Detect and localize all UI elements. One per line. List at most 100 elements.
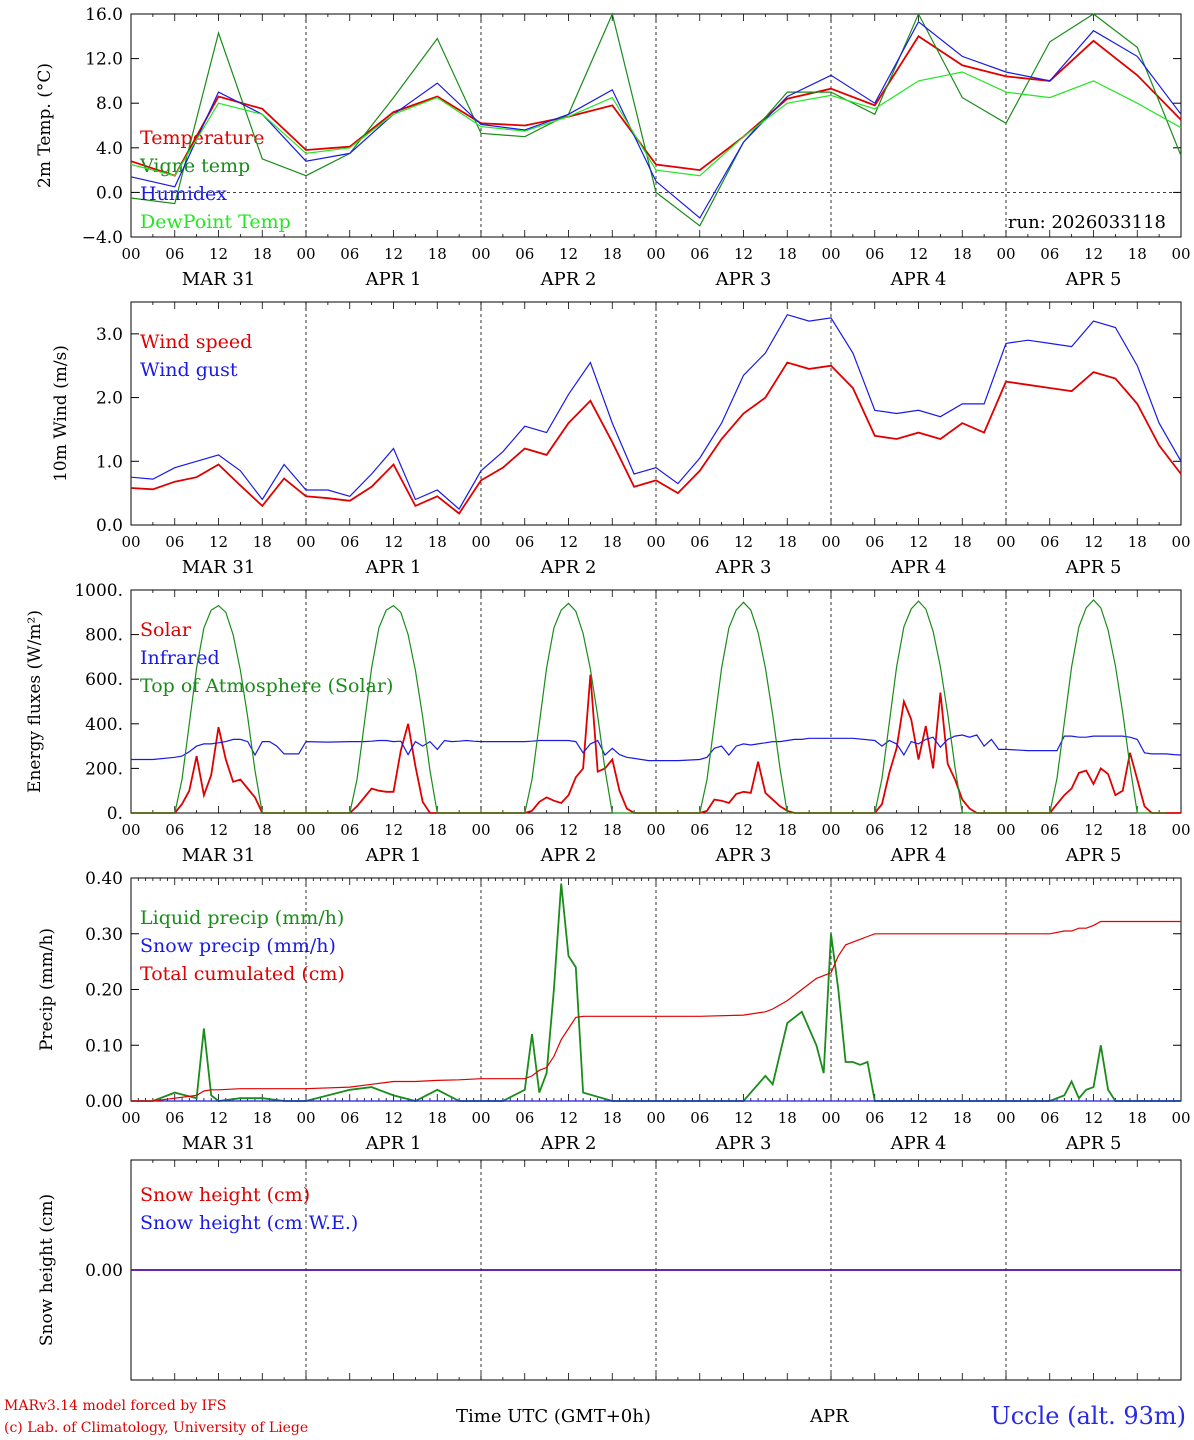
energy-hour-label: 18	[953, 821, 972, 839]
temp-hour-label: 00	[646, 245, 665, 263]
energy-y-tick-label: 1000.	[74, 581, 123, 601]
temp-hour-label: 12	[559, 245, 578, 263]
temp-hour-label: 06	[1040, 245, 1059, 263]
temp-y-tick-label: −4.0	[82, 228, 123, 248]
precip-hour-label: 00	[1171, 1109, 1190, 1127]
temp-hour-label: 00	[996, 245, 1015, 263]
temp-legend-dewpoint-temp: DewPoint Temp	[140, 211, 291, 233]
precip-y-tick-label: 0.20	[85, 981, 123, 1001]
precip-hour-label: 00	[646, 1109, 665, 1127]
energy-day-label: MAR 31	[182, 845, 256, 866]
precip-legend-snow-precip-mm-h: Snow precip (mm/h)	[140, 935, 336, 957]
wind-hour-label: 06	[865, 533, 884, 551]
precip-hour-label: 00	[821, 1109, 840, 1127]
energy-hour-label: 12	[909, 821, 928, 839]
precip-day-label: APR 5	[1065, 1133, 1122, 1154]
precip-hour-label: 18	[603, 1109, 622, 1127]
temp-hour-label: 18	[253, 245, 272, 263]
energy-hour-label: 12	[559, 821, 578, 839]
temp-hour-label: 18	[953, 245, 972, 263]
precip-hour-label: 18	[253, 1109, 272, 1127]
temp-hour-label: 06	[515, 245, 534, 263]
energy-day-label: APR 5	[1065, 845, 1122, 866]
wind-hour-label: 00	[646, 533, 665, 551]
temp-legend-humidex: Humidex	[140, 183, 227, 205]
energy-day-label: APR 1	[365, 845, 422, 866]
wind-legend-wind-gust: Wind gust	[140, 359, 238, 381]
wind-hour-label: 06	[165, 533, 184, 551]
energy-hour-label: 00	[821, 821, 840, 839]
wind-frame	[130, 301, 1182, 526]
energy-hour-label: 06	[515, 821, 534, 839]
wind-y-tick-label: 0.0	[96, 516, 123, 536]
temp-hour-label: 18	[1128, 245, 1147, 263]
temp-day-label: MAR 31	[182, 269, 256, 290]
energy-hour-label: 06	[340, 821, 359, 839]
temp-hour-label: 00	[821, 245, 840, 263]
precip-y-tick-label: 0.10	[85, 1036, 123, 1056]
energy-series-top-of-atmosphere-solar	[131, 599, 1167, 814]
energy-y-tick-label: 800.	[85, 626, 123, 646]
temp-hour-label: 18	[603, 245, 622, 263]
precip-hour-label: 00	[296, 1109, 315, 1127]
temp-hour-label: 06	[340, 245, 359, 263]
energy-y-axis-label: Energy fluxes (W/m²)	[25, 610, 45, 793]
temp-series-dewpoint-temp	[130, 71, 1182, 177]
temp-hour-label: 06	[690, 245, 709, 263]
temp-y-tick-label: 0.0	[96, 183, 123, 203]
wind-hour-label: 12	[909, 533, 928, 551]
temp-y-tick-label: 16.0	[85, 5, 123, 25]
wind-hour-label: 12	[209, 533, 228, 551]
precipitation-panel: 0.00 0.10 0.20 0.30 0.40 Precip (mm/h) 00 06 12 1…	[37, 869, 1191, 1154]
temp-hour-label: 12	[384, 245, 403, 263]
wind-hour-label: 12	[559, 533, 578, 551]
temp-hour-label: 00	[296, 245, 315, 263]
temp-hour-label: 12	[209, 245, 228, 263]
precip-legend-total-cumulated-cm: Total cumulated (cm)	[140, 963, 345, 985]
precip-hour-label: 00	[121, 1109, 140, 1127]
temp-day-label: APR 4	[890, 269, 947, 290]
energy-legend-top-of-atmosphere-solar: Top of Atmosphere (Solar)	[140, 675, 393, 697]
temp-day-label: APR 2	[540, 269, 597, 290]
energy-legend-solar: Solar	[140, 619, 192, 641]
wind-hour-label: 00	[821, 533, 840, 551]
wind-hour-label: 12	[384, 533, 403, 551]
wind-day-label: APR 3	[715, 557, 772, 578]
temp-legend-vigne-temp: Vigne temp	[139, 155, 250, 177]
snow-y-axis-label: Snow height (cm)	[37, 1194, 57, 1346]
precip-y-axis-label: Precip (mm/h)	[37, 928, 57, 1051]
precip-hour-label: 18	[1128, 1109, 1147, 1127]
energy-hour-label: 00	[646, 821, 665, 839]
precip-y-tick-label: 0.30	[85, 925, 123, 945]
wind-y-tick-label: 1.0	[96, 452, 123, 472]
temp-frame	[130, 13, 1182, 238]
wind-hour-label: 12	[1084, 533, 1103, 551]
energy-hour-label: 12	[734, 821, 753, 839]
energy-hour-label: 12	[384, 821, 403, 839]
snow-height-panel: 0.00 Snow height (cm) Snow height (cm) Snow…	[37, 1159, 1182, 1381]
model-credit: MARv3.14 model forced by IFS	[4, 1398, 227, 1414]
energy-hour-label: 00	[1171, 821, 1190, 839]
energy-hour-label: 18	[603, 821, 622, 839]
wind-hour-label: 06	[340, 533, 359, 551]
precip-hour-label: 12	[909, 1109, 928, 1127]
energy-y-tick-label: 200.	[85, 759, 123, 779]
wind-hour-label: 00	[996, 533, 1015, 551]
precip-hour-label: 12	[209, 1109, 228, 1127]
run-label: run: 2026033118	[1008, 212, 1166, 233]
wind-hour-label: 00	[471, 533, 490, 551]
snow-y-tick-label: 0.00	[85, 1261, 123, 1281]
energy-hour-label: 18	[778, 821, 797, 839]
temp-y-tick-label: 12.0	[85, 50, 123, 70]
precip-day-label: APR 4	[890, 1133, 947, 1154]
energy-hour-label: 06	[865, 821, 884, 839]
wind-hour-label: 18	[428, 533, 447, 551]
temp-day-label: APR 3	[715, 269, 772, 290]
temp-series-temperature	[130, 35, 1182, 177]
energy-hour-label: 12	[1084, 821, 1103, 839]
wind-y-tick-label: 3.0	[96, 325, 123, 345]
temp-hour-label: 00	[1171, 245, 1190, 263]
precip-hour-label: 18	[778, 1109, 797, 1127]
snow-legend-snow-height-cm: Snow height (cm)	[140, 1184, 310, 1206]
